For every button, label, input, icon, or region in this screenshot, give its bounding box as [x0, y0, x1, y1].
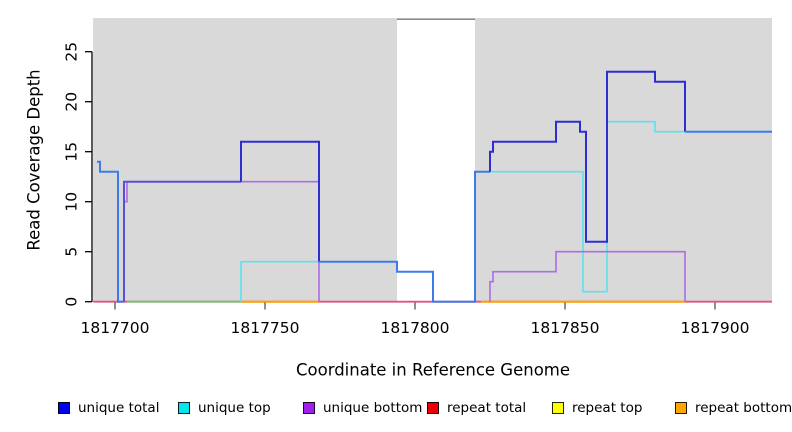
y-axis-tick-label: 15 — [63, 142, 81, 162]
unique-total-line — [319, 170, 490, 303]
legend-label: unique total — [78, 400, 160, 416]
legend-label: unique bottom — [323, 400, 423, 416]
unique-total-line — [489, 70, 686, 243]
x-axis-tick-label: 1817850 — [530, 319, 599, 337]
unique-total-line — [97, 160, 124, 303]
x-axis-tick-label: 1817700 — [80, 319, 149, 337]
legend-item-unique-bottom: unique bottom — [303, 400, 422, 416]
y-axis-tick-label: 5 — [63, 247, 81, 257]
unique-total-line — [123, 180, 241, 302]
legend-swatch-icon — [58, 402, 70, 414]
legend-swatch-icon — [675, 402, 687, 414]
legend-swatch-icon — [178, 402, 190, 414]
plot-shaded-region — [475, 18, 772, 302]
x-axis-tick-label: 1817800 — [380, 319, 449, 337]
y-axis-tick-label: 25 — [63, 42, 81, 62]
x-axis-title: Coordinate in Reference Genome — [295, 360, 571, 380]
y-axis-title: Read Coverage Depth — [24, 69, 44, 251]
legend: unique total unique top unique bottom repea… — [0, 400, 792, 426]
legend-label: repeat total — [447, 400, 527, 416]
y-axis-tick-label: 0 — [63, 297, 81, 307]
legend-item-repeat-top: repeat top — [552, 400, 642, 416]
legend-label: repeat bottom — [695, 400, 792, 416]
legend-label: repeat top — [572, 400, 643, 416]
legend-swatch-icon — [427, 402, 439, 414]
unique-top-line — [240, 260, 319, 302]
legend-swatch-icon — [303, 402, 315, 414]
legend-label: unique top — [198, 400, 271, 416]
x-axis-tick-label: 1817750 — [230, 319, 299, 337]
legend-item-unique-top: unique top — [178, 400, 271, 416]
y-axis-tick-label: 20 — [63, 92, 81, 112]
plot-shaded-region — [93, 18, 397, 302]
unique-bottom-line — [489, 250, 686, 302]
y-axis-tick-label: 10 — [63, 192, 81, 212]
x-axis-tick-label: 1817900 — [680, 319, 749, 337]
legend-item-unique-total: unique total — [58, 400, 159, 416]
legend-item-repeat-bottom: repeat bottom — [675, 400, 792, 416]
unique-total-line — [240, 140, 320, 262]
legend-swatch-icon — [552, 402, 564, 414]
legend-item-repeat-total: repeat total — [427, 400, 526, 416]
